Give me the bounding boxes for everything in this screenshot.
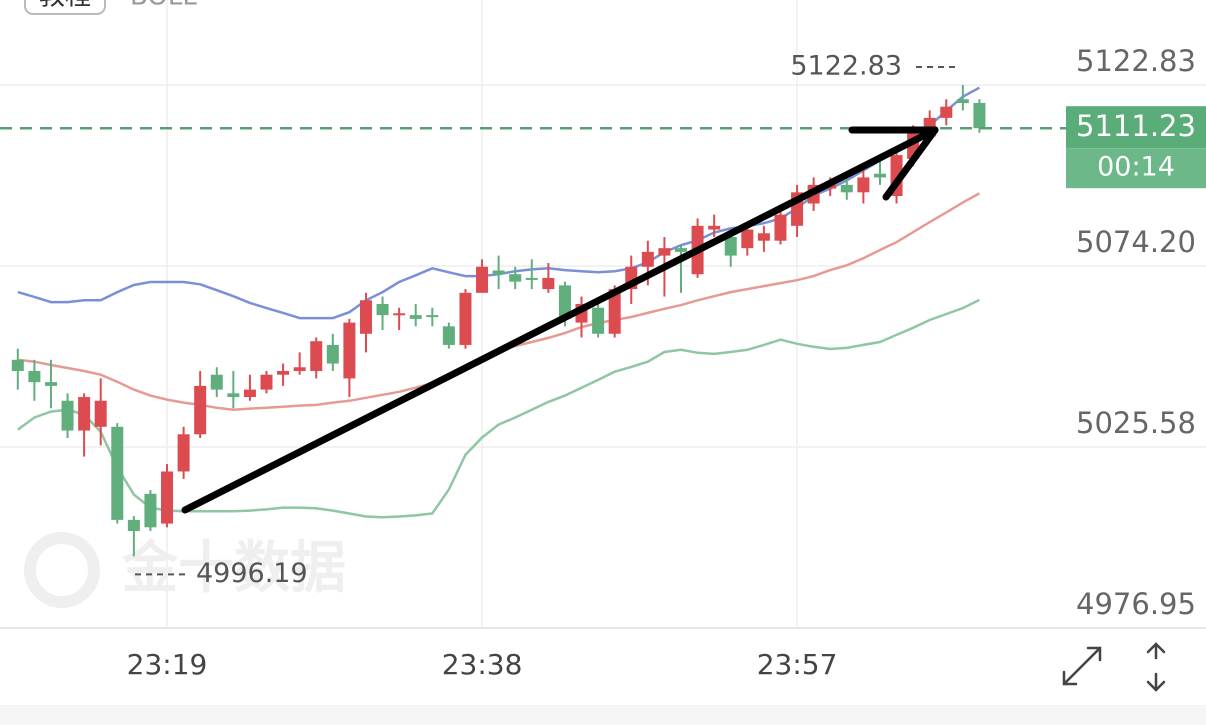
tutorial-button[interactable] bbox=[24, 0, 106, 15]
candle-body bbox=[144, 493, 157, 528]
candle-body bbox=[873, 173, 886, 178]
y-tick-label: 5074.20 bbox=[1076, 225, 1196, 259]
candle-body bbox=[111, 426, 124, 520]
candle-body bbox=[641, 251, 654, 267]
arrow-head bbox=[882, 126, 939, 201]
candle-body bbox=[260, 374, 273, 390]
candle-body bbox=[442, 326, 455, 345]
candle-body bbox=[194, 385, 207, 435]
candle-body bbox=[476, 266, 489, 293]
tutorial-button-label: 教程 bbox=[39, 0, 91, 12]
candle-body bbox=[426, 315, 439, 318]
candle-body bbox=[956, 99, 969, 103]
candle-body bbox=[658, 248, 671, 256]
candle-body bbox=[277, 370, 290, 375]
watermark: 金十数据 bbox=[24, 532, 346, 608]
candle-body bbox=[28, 370, 41, 383]
candle-body bbox=[525, 277, 538, 280]
candle-body bbox=[310, 341, 323, 371]
y-tick-label: 5025.58 bbox=[1076, 406, 1196, 440]
candle-body bbox=[542, 277, 555, 290]
countdown-box bbox=[1066, 148, 1206, 189]
candle-body bbox=[44, 382, 57, 386]
candle-body bbox=[741, 229, 754, 249]
candle-body bbox=[708, 225, 721, 230]
candle-body bbox=[558, 285, 571, 319]
last-price-box bbox=[1066, 106, 1206, 149]
y-tick-label: 5122.83 bbox=[1076, 44, 1196, 78]
watermark-text: 金十数据 bbox=[121, 536, 346, 601]
scale-button[interactable] bbox=[1146, 642, 1166, 692]
candle-body bbox=[78, 397, 91, 431]
x-tick-label: 23:19 bbox=[127, 648, 208, 681]
candle-body bbox=[359, 300, 372, 334]
candle-body bbox=[11, 359, 24, 371]
candle-body bbox=[608, 289, 621, 334]
candle-body bbox=[210, 374, 223, 390]
x-tick-label: 23:57 bbox=[757, 648, 838, 681]
expand-icon[interactable] bbox=[1062, 646, 1102, 686]
candle-body bbox=[940, 106, 953, 118]
min-label: 4996.19 bbox=[196, 558, 308, 589]
candle-body bbox=[94, 400, 107, 427]
arrow-shaft bbox=[181, 126, 939, 514]
indicator-label: BOLL bbox=[130, 0, 197, 12]
candle-body bbox=[592, 307, 605, 334]
candle-body bbox=[161, 471, 174, 524]
candle-body bbox=[409, 315, 422, 319]
band-line bbox=[17, 298, 980, 519]
bottom-bar bbox=[0, 705, 1206, 725]
last-price-label: 5111.23 bbox=[1076, 109, 1196, 143]
candle-body bbox=[61, 400, 74, 431]
candle-body bbox=[177, 434, 190, 472]
candle-body bbox=[127, 519, 140, 532]
candle-body bbox=[757, 233, 770, 241]
candle-body bbox=[774, 214, 787, 241]
expand-button[interactable] bbox=[1062, 646, 1102, 686]
max-label: 5122.83 bbox=[790, 51, 902, 82]
countdown-label: 00:14 bbox=[1097, 152, 1175, 183]
candle-body bbox=[326, 344, 339, 364]
candle-body bbox=[509, 274, 522, 282]
candle-body bbox=[840, 184, 853, 193]
header[interactable]: 教程 BOLL bbox=[24, 0, 197, 15]
candle-body bbox=[857, 177, 870, 193]
candle-body bbox=[376, 303, 389, 316]
y-tick-label: 4976.95 bbox=[1076, 587, 1196, 621]
candle-body bbox=[724, 236, 737, 256]
scale-icon[interactable] bbox=[1146, 642, 1166, 692]
candle-body bbox=[492, 270, 505, 275]
candle-body bbox=[227, 393, 240, 398]
hand-drawn-arrow bbox=[181, 126, 939, 514]
x-tick-label: 23:38 bbox=[442, 648, 523, 681]
watermark-logo bbox=[24, 532, 100, 608]
candle-body bbox=[343, 322, 356, 379]
candle-body bbox=[293, 367, 306, 371]
candle-body bbox=[973, 102, 986, 129]
candle-body bbox=[243, 389, 256, 398]
candle-body bbox=[393, 313, 406, 316]
candle-body bbox=[459, 292, 472, 345]
candle-body bbox=[675, 248, 687, 252]
